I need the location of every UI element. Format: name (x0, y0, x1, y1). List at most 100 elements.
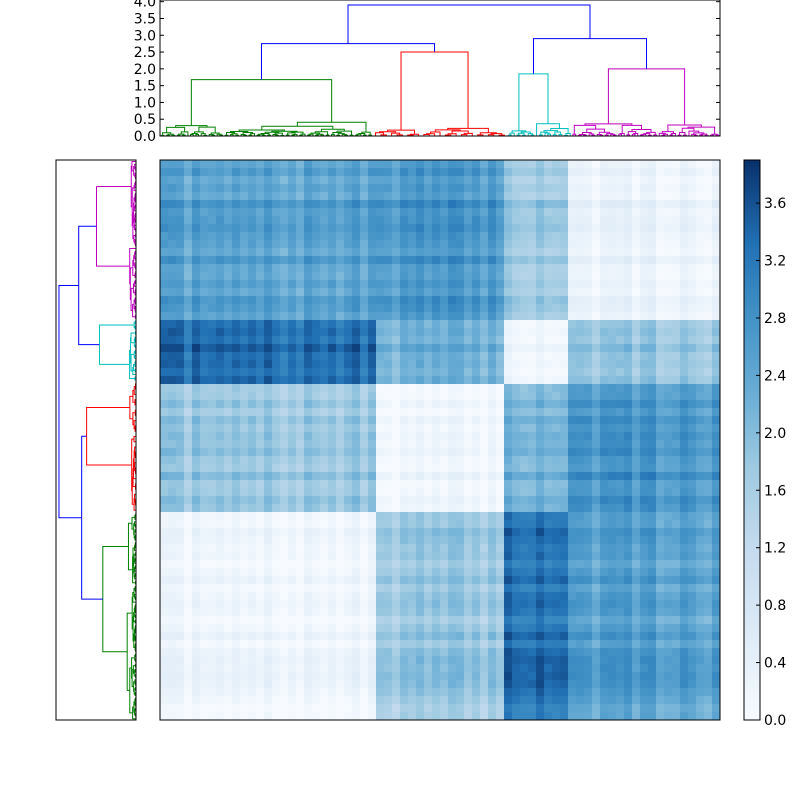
heatmap-cell (664, 392, 673, 401)
heatmap-cell (328, 680, 337, 689)
heatmap-cell (560, 672, 569, 681)
heatmap-cell (184, 592, 193, 601)
heatmap-cell (664, 480, 673, 489)
heatmap-cell (512, 400, 521, 409)
heatmap-cell (576, 336, 585, 345)
heatmap-cell (704, 488, 713, 497)
heatmap-cell (352, 368, 361, 377)
heatmap-cell (328, 568, 337, 577)
heatmap-cell (696, 272, 705, 281)
heatmap-cell (424, 392, 433, 401)
heatmap-cell (208, 336, 217, 345)
heatmap-cell (704, 568, 713, 577)
heatmap-cell (584, 456, 593, 465)
heatmap-cell (184, 232, 193, 241)
heatmap-cell (224, 216, 233, 225)
heatmap-cell (160, 264, 169, 273)
heatmap-cell (256, 368, 265, 377)
heatmap-cell (536, 560, 545, 569)
heatmap-cell (560, 608, 569, 617)
heatmap-cell (512, 296, 521, 305)
heatmap-cell (584, 464, 593, 473)
heatmap-cell (216, 656, 225, 665)
heatmap-cell (624, 248, 633, 257)
heatmap-cell (480, 296, 489, 305)
heatmap-cell (376, 304, 385, 313)
heatmap-cell (624, 672, 633, 681)
heatmap-cell (672, 312, 681, 321)
heatmap-cell (480, 360, 489, 369)
heatmap-cell (592, 272, 601, 281)
heatmap-cell (504, 256, 513, 265)
heatmap-cell (544, 584, 553, 593)
heatmap-cell (360, 544, 369, 553)
heatmap-cell (192, 320, 201, 329)
heatmap-cell (576, 200, 585, 209)
heatmap-cell (296, 224, 305, 233)
heatmap-cell (536, 256, 545, 265)
heatmap-cell (216, 288, 225, 297)
heatmap-cell (688, 232, 697, 241)
heatmap-cell (632, 672, 641, 681)
heatmap-cell (664, 536, 673, 545)
heatmap-cell (184, 312, 193, 321)
heatmap-cell (416, 520, 425, 529)
heatmap-cell (312, 256, 321, 265)
heatmap-cell (280, 464, 289, 473)
heatmap-cell (224, 328, 233, 337)
heatmap-cell (544, 232, 553, 241)
heatmap-cell (272, 280, 281, 289)
heatmap-cell (560, 352, 569, 361)
heatmap-cell (232, 248, 241, 257)
heatmap-cell (504, 616, 513, 625)
heatmap-cell (216, 200, 225, 209)
heatmap-cell (472, 216, 481, 225)
heatmap-cell (256, 592, 265, 601)
heatmap-cell (424, 360, 433, 369)
heatmap-cell (200, 464, 209, 473)
heatmap-cell (576, 600, 585, 609)
heatmap-cell (272, 512, 281, 521)
heatmap-cell (176, 456, 185, 465)
heatmap-cell (304, 664, 313, 673)
heatmap-cell (592, 184, 601, 193)
heatmap-cell (576, 512, 585, 521)
heatmap-cell (448, 416, 457, 425)
heatmap-cell (400, 424, 409, 433)
heatmap-cell (416, 448, 425, 457)
heatmap-cell (704, 576, 713, 585)
heatmap-cell (544, 664, 553, 673)
heatmap-cell (576, 208, 585, 217)
heatmap-cell (176, 424, 185, 433)
heatmap-cell (416, 392, 425, 401)
heatmap-cell (600, 552, 609, 561)
heatmap-cell (440, 528, 449, 537)
heatmap-cell (528, 416, 537, 425)
heatmap-cell (328, 544, 337, 553)
heatmap-cell (648, 576, 657, 585)
heatmap-cell (592, 560, 601, 569)
heatmap-cell (560, 288, 569, 297)
heatmap-cell (584, 632, 593, 641)
heatmap-cell (656, 600, 665, 609)
heatmap-cell (648, 208, 657, 217)
heatmap-cell (440, 624, 449, 633)
heatmap-cell (360, 280, 369, 289)
heatmap-cell (560, 432, 569, 441)
heatmap-cell (432, 344, 441, 353)
heatmap-cell (664, 320, 673, 329)
heatmap-cell (600, 392, 609, 401)
heatmap-cell (552, 376, 561, 385)
heatmap-cell (304, 160, 313, 169)
heatmap-cell (472, 192, 481, 201)
heatmap-cell (168, 280, 177, 289)
heatmap-cell (176, 440, 185, 449)
heatmap-cell (232, 472, 241, 481)
heatmap-cell (552, 616, 561, 625)
heatmap-cell (368, 472, 377, 481)
heatmap-cell (504, 320, 513, 329)
heatmap-cell (480, 456, 489, 465)
heatmap-cell (288, 248, 297, 257)
heatmap-cell (368, 424, 377, 433)
heatmap-cell (712, 648, 721, 657)
